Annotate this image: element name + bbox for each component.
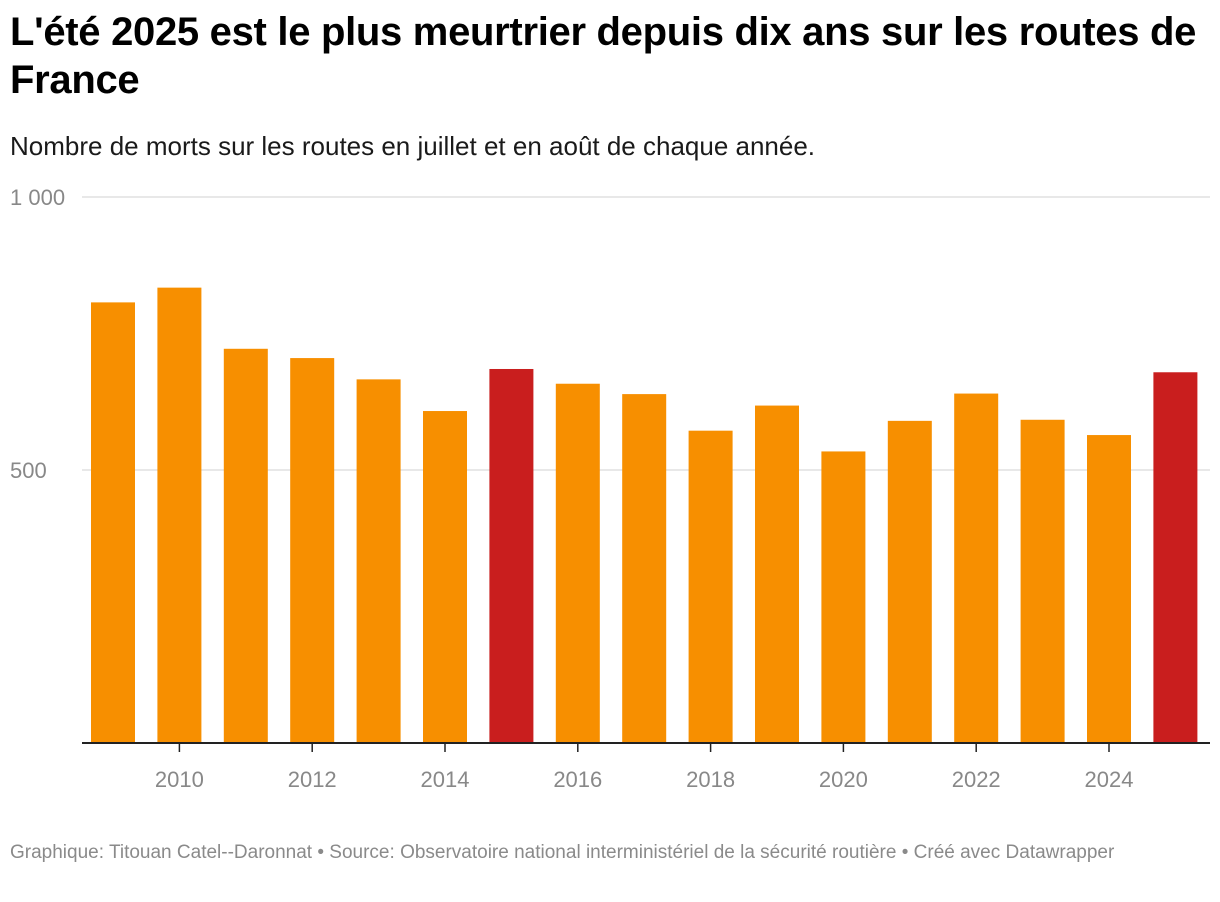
bar-2010 [157, 287, 202, 743]
footer-separator: • [901, 842, 909, 863]
x-tick-label: 2022 [952, 767, 1001, 792]
credit-author: Titouan Catel--Daronnat [108, 842, 313, 863]
bar-2023 [1020, 419, 1065, 743]
tool-name[interactable]: Datawrapper [1005, 842, 1115, 863]
x-tick-label: 2012 [288, 767, 337, 792]
bar-2012 [290, 358, 335, 743]
bar-2024 [1087, 435, 1131, 743]
x-tick-label: 2024 [1085, 767, 1134, 792]
y-tick-label: 500 [10, 458, 47, 483]
y-tick-label: 1 000 [10, 185, 65, 210]
bar-2015 [489, 368, 534, 743]
chart-subtitle: Nombre de morts sur les routes en juille… [10, 131, 816, 161]
bar-2017 [622, 394, 667, 743]
bar-2013 [356, 379, 401, 743]
tool-label: Créé avec [913, 842, 1001, 863]
bar-2025 [1153, 372, 1198, 743]
x-tick-label: 2016 [553, 767, 602, 792]
chart-footer: Graphique: Titouan Catel--Daronnat • Sou… [10, 840, 1200, 865]
bar-2019 [755, 405, 799, 743]
bar-2011 [223, 348, 268, 743]
bar-2014 [423, 411, 467, 743]
bar-2016 [555, 383, 600, 743]
bar-2009 [91, 302, 135, 743]
bar-chart: 500 1 000 2010 2012 2014 2016 2018 2020 2022 202… [10, 185, 1210, 792]
bars [91, 287, 1198, 743]
bar-2018 [688, 430, 733, 743]
bar-2021 [887, 420, 932, 743]
footer-separator: • [317, 842, 325, 863]
source-name: Observatoire national interministériel d… [400, 842, 897, 863]
x-tick-label: 2020 [819, 767, 868, 792]
chart-title: L'été 2025 est le plus meurtrier depuis … [10, 10, 1197, 102]
x-tick-label: 2014 [421, 767, 470, 792]
source-label: Source: [329, 842, 395, 863]
bar-2022 [954, 393, 999, 743]
credit-label: Graphique: [10, 842, 105, 863]
x-tick-label: 2010 [155, 767, 204, 792]
x-tick-label: 2018 [686, 767, 735, 792]
x-axis: 2010 2012 2014 2016 2018 2020 2022 2024 [82, 742, 1210, 792]
bar-2020 [821, 451, 866, 743]
